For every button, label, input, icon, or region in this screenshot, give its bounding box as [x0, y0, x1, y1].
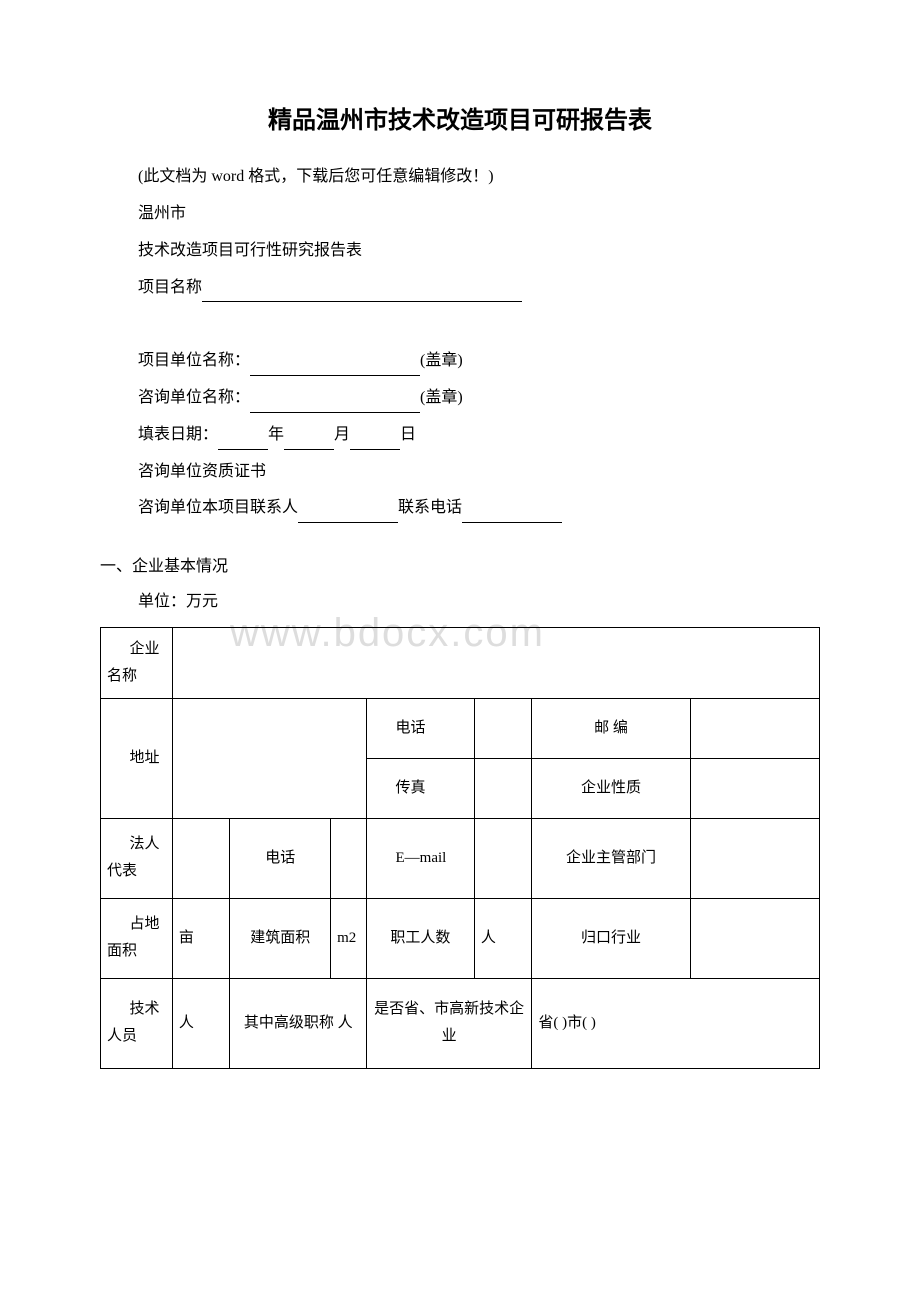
- cell-tel-label: 电话: [230, 818, 331, 898]
- cell-nature-value[interactable]: [690, 758, 819, 818]
- note-line: (此文档为 word 格式，下载后您可任意编辑修改！): [138, 163, 820, 192]
- cell-mu-label: 亩: [172, 898, 230, 978]
- cell-staff-count-label: 职工人数: [367, 898, 475, 978]
- contact-person-blank[interactable]: [298, 507, 398, 523]
- cell-fax-value[interactable]: [474, 758, 532, 818]
- cell-tel-value[interactable]: [331, 818, 367, 898]
- stamp-label-1: (盖章): [420, 352, 463, 369]
- month-label: 月: [334, 426, 350, 443]
- cell-postcode-value[interactable]: [690, 698, 819, 758]
- cell-tech-staff-label: 技术人员: [101, 978, 173, 1068]
- cell-fax-label: 传真: [367, 758, 475, 818]
- cell-senior-title-label: 其中高级职称 人: [230, 978, 367, 1068]
- section-1-header: 一、企业基本情况: [100, 553, 820, 582]
- cell-prov-city-value[interactable]: 省( )市( ): [532, 978, 820, 1068]
- consult-unit-blank[interactable]: [250, 397, 420, 413]
- contact-phone-blank[interactable]: [462, 507, 562, 523]
- subtitle-line: 技术改造项目可行性研究报告表: [138, 237, 820, 266]
- contact-line: 咨询单位本项目联系人 联系电话: [138, 494, 820, 523]
- consult-unit-label: 咨询单位名称：: [138, 389, 250, 406]
- cell-email-label: E—mail: [367, 818, 475, 898]
- cell-industry-value[interactable]: [690, 898, 819, 978]
- qualification-line: 咨询单位资质证书: [138, 458, 820, 487]
- city-line: 温州市: [138, 200, 820, 229]
- contact-phone-label: 联系电话: [398, 499, 462, 516]
- fill-date-label: 填表日期：: [138, 426, 218, 443]
- day-blank[interactable]: [350, 434, 400, 450]
- project-name-label: 项目名称: [138, 279, 202, 296]
- cell-postcode-label: 邮 编: [532, 698, 690, 758]
- company-info-table: 企业名称 地址 电话 邮 编 传真 企业性质 法人代表 电话 E—mail 企业…: [100, 627, 820, 1069]
- consult-unit-line: 咨询单位名称： (盖章): [138, 384, 820, 413]
- month-blank[interactable]: [284, 434, 334, 450]
- day-label: 日: [400, 426, 416, 443]
- cell-building-area-label: 建筑面积: [230, 898, 331, 978]
- year-label: 年: [268, 426, 284, 443]
- stamp-label-2: (盖章): [420, 389, 463, 406]
- document-title: 精品温州市技术改造项目可研报告表: [100, 100, 820, 143]
- project-unit-line: 项目单位名称： (盖章): [138, 347, 820, 376]
- cell-supervisor-label: 企业主管部门: [532, 818, 690, 898]
- cell-person-label-1: 人: [474, 898, 532, 978]
- contact-person-label: 咨询单位本项目联系人: [138, 499, 298, 516]
- cell-address-label: 地址: [101, 698, 173, 818]
- cell-supervisor-value[interactable]: [690, 818, 819, 898]
- project-name-blank[interactable]: [202, 286, 522, 302]
- cell-m2-label: m2: [331, 898, 367, 978]
- cell-industry-label: 归口行业: [532, 898, 690, 978]
- cell-nature-label: 企业性质: [532, 758, 690, 818]
- cell-phone-value[interactable]: [474, 698, 532, 758]
- project-unit-label: 项目单位名称：: [138, 352, 250, 369]
- project-unit-blank[interactable]: [250, 360, 420, 376]
- cell-address-value[interactable]: [172, 698, 366, 818]
- cell-company-name-label: 企业名称: [101, 627, 173, 698]
- intro-block: (此文档为 word 格式，下载后您可任意编辑修改！) 温州市 技术改造项目可行…: [100, 163, 820, 523]
- cell-legal-rep-label: 法人代表: [101, 818, 173, 898]
- year-blank[interactable]: [218, 434, 268, 450]
- cell-legal-rep-value[interactable]: [172, 818, 230, 898]
- unit-label: 单位：万元: [100, 588, 820, 617]
- cell-email-value[interactable]: [474, 818, 532, 898]
- fill-date-line: 填表日期： 年 月 日: [138, 421, 820, 450]
- cell-company-name-value[interactable]: [172, 627, 819, 698]
- project-name-line: 项目名称: [138, 274, 820, 303]
- cell-land-area-label: 占地面积: [101, 898, 173, 978]
- cell-person-label-2: 人: [172, 978, 230, 1068]
- cell-phone-label: 电话: [367, 698, 475, 758]
- cell-high-tech-label: 是否省、市高新技术企业: [367, 978, 532, 1068]
